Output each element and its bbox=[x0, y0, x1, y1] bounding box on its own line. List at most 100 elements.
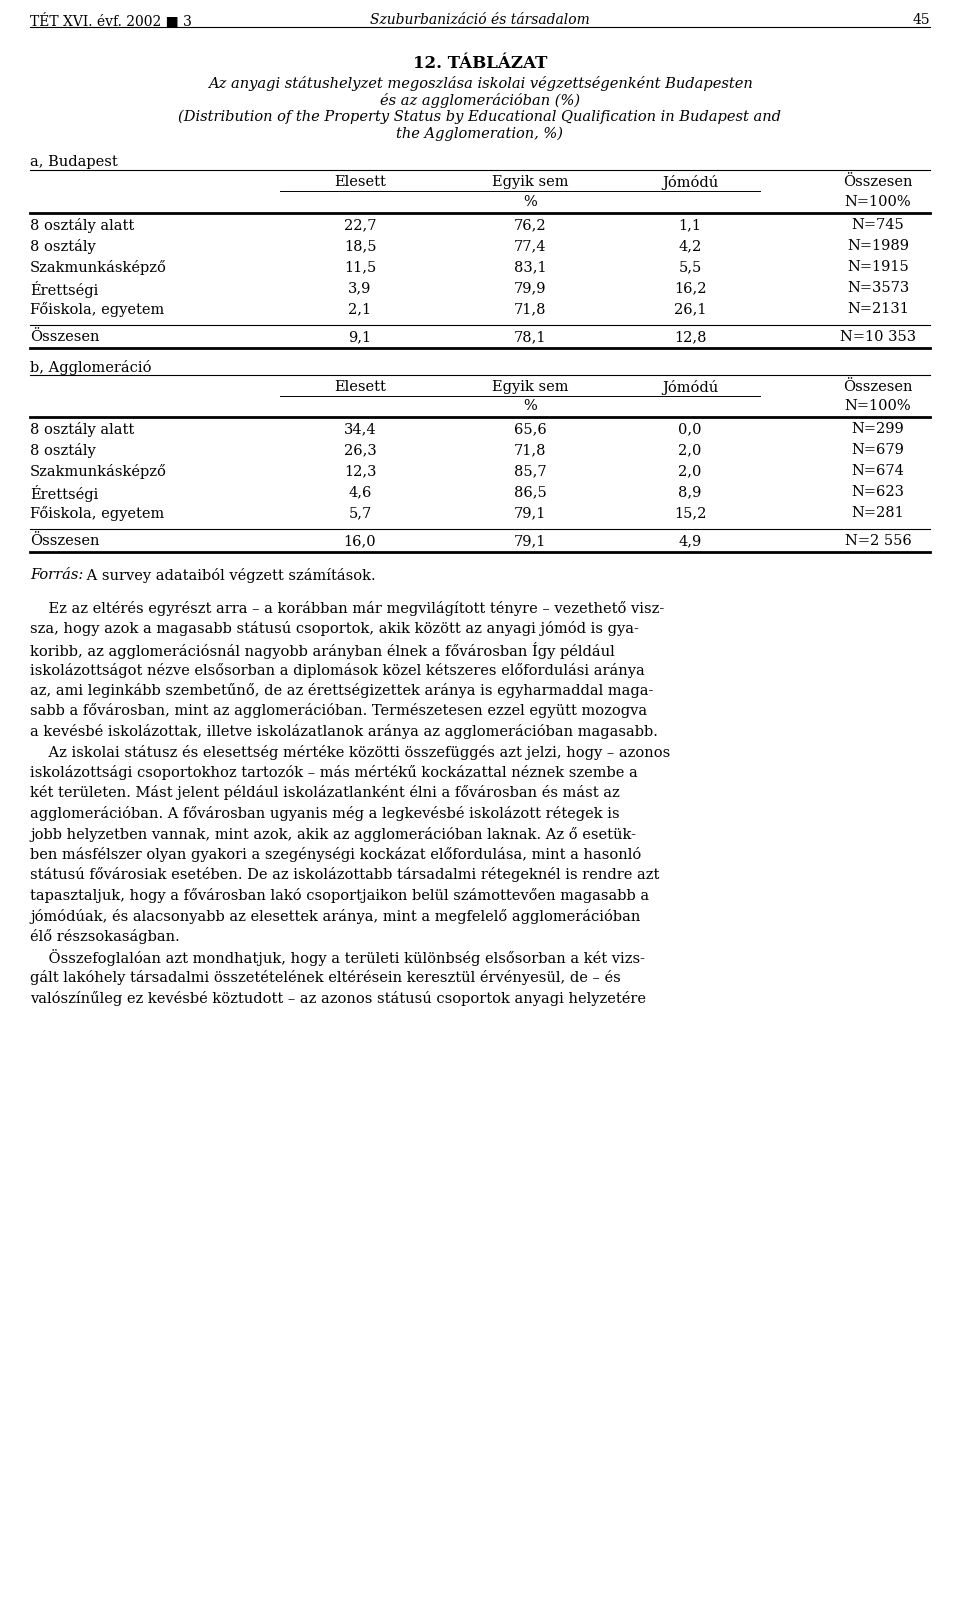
Text: 9,1: 9,1 bbox=[348, 329, 372, 344]
Text: N=623: N=623 bbox=[852, 485, 904, 500]
Text: N=745: N=745 bbox=[852, 219, 904, 231]
Text: 71,8: 71,8 bbox=[514, 302, 546, 317]
Text: 79,9: 79,9 bbox=[514, 281, 546, 296]
Text: 86,5: 86,5 bbox=[514, 485, 546, 500]
Text: ben másfélszer olyan gyakori a szegénységi kockázat előfordulása, mint a hasonló: ben másfélszer olyan gyakori a szegénysé… bbox=[30, 847, 641, 861]
Text: az, ami leginkább szembetűnő, de az érettségizettek aránya is egyharmaddal maga-: az, ami leginkább szembetűnő, de az éret… bbox=[30, 683, 654, 697]
Text: iskolázottsági csoportokhoz tartozók – más mértékű kockázattal néznek szembe a: iskolázottsági csoportokhoz tartozók – m… bbox=[30, 765, 637, 779]
Text: 45: 45 bbox=[912, 13, 930, 27]
Text: 5,5: 5,5 bbox=[679, 260, 702, 275]
Text: 76,2: 76,2 bbox=[514, 219, 546, 231]
Text: N=2131: N=2131 bbox=[847, 302, 909, 317]
Text: N=100%: N=100% bbox=[845, 399, 911, 413]
Text: 34,4: 34,4 bbox=[344, 423, 376, 435]
Text: 85,7: 85,7 bbox=[514, 464, 546, 477]
Text: N=1915: N=1915 bbox=[847, 260, 909, 275]
Text: 2,0: 2,0 bbox=[679, 464, 702, 477]
Text: sza, hogy azok a magasabb státusú csoportok, akik között az anyagi jómód is gya-: sza, hogy azok a magasabb státusú csopor… bbox=[30, 622, 638, 636]
Text: és az agglomerációban (%): és az agglomerációban (%) bbox=[380, 93, 580, 108]
Text: N=281: N=281 bbox=[852, 506, 904, 521]
Text: N=679: N=679 bbox=[852, 444, 904, 456]
Text: Jómódú: Jómódú bbox=[661, 379, 718, 395]
Text: 79,1: 79,1 bbox=[514, 534, 546, 548]
Text: 77,4: 77,4 bbox=[514, 239, 546, 252]
Text: 5,7: 5,7 bbox=[348, 506, 372, 521]
Text: 4,6: 4,6 bbox=[348, 485, 372, 500]
Text: 16,2: 16,2 bbox=[674, 281, 707, 296]
Text: %: % bbox=[523, 194, 537, 209]
Text: Szakmunkásképző: Szakmunkásképző bbox=[30, 464, 167, 479]
Text: agglomerációban. A fővárosban ugyanis még a legkevésbé iskolázott rétegek is: agglomerációban. A fővárosban ugyanis mé… bbox=[30, 807, 619, 821]
Text: 15,2: 15,2 bbox=[674, 506, 707, 521]
Text: 83,1: 83,1 bbox=[514, 260, 546, 275]
Text: 12,8: 12,8 bbox=[674, 329, 707, 344]
Text: 18,5: 18,5 bbox=[344, 239, 376, 252]
Text: státusú fővárosiak esetében. De az iskolázottabb társadalmi rétegeknél is rendre: státusú fővárosiak esetében. De az iskol… bbox=[30, 868, 660, 882]
Text: a kevésbé iskolázottak, illetve iskolázatlanok aránya az agglomerációban magasab: a kevésbé iskolázottak, illetve iskoláza… bbox=[30, 725, 658, 739]
Text: Érettségi: Érettségi bbox=[30, 281, 98, 297]
Text: 8 osztály alatt: 8 osztály alatt bbox=[30, 423, 134, 437]
Text: 4,9: 4,9 bbox=[679, 534, 702, 548]
Text: jómódúak, és alacsonyabb az elesettek aránya, mint a megfelelő agglomerációban: jómódúak, és alacsonyabb az elesettek ar… bbox=[30, 908, 640, 924]
Text: valószínűleg ez kevésbé köztudott – az azonos státusú csoportok anyagi helyzetér: valószínűleg ez kevésbé köztudott – az a… bbox=[30, 990, 646, 1006]
Text: 3,9: 3,9 bbox=[348, 281, 372, 296]
Text: 8 osztály alatt: 8 osztály alatt bbox=[30, 219, 134, 233]
Text: koribb, az agglomerációsnál nagyobb arányban élnek a fővárosban Így például: koribb, az agglomerációsnál nagyobb arán… bbox=[30, 643, 614, 659]
Text: N=299: N=299 bbox=[852, 423, 904, 435]
Text: 0,0: 0,0 bbox=[679, 423, 702, 435]
Text: Összesen: Összesen bbox=[30, 534, 100, 548]
Text: sabb a fővárosban, mint az agglomerációban. Természetesen ezzel együtt mozogva: sabb a fővárosban, mint az agglomerációb… bbox=[30, 704, 647, 718]
Text: Jómódú: Jómódú bbox=[661, 175, 718, 190]
Text: %: % bbox=[523, 399, 537, 413]
Text: Szuburbanizáció és társadalom: Szuburbanizáció és társadalom bbox=[371, 13, 589, 27]
Text: a, Budapest: a, Budapest bbox=[30, 154, 118, 169]
Text: élő részsokaságban.: élő részsokaságban. bbox=[30, 929, 180, 943]
Text: the Agglomeration, %): the Agglomeration, %) bbox=[396, 127, 564, 141]
Text: 79,1: 79,1 bbox=[514, 506, 546, 521]
Text: Elesett: Elesett bbox=[334, 175, 386, 190]
Text: 8 osztály: 8 osztály bbox=[30, 444, 96, 458]
Text: 8,9: 8,9 bbox=[679, 485, 702, 500]
Text: 71,8: 71,8 bbox=[514, 444, 546, 456]
Text: 16,0: 16,0 bbox=[344, 534, 376, 548]
Text: Egyik sem: Egyik sem bbox=[492, 175, 568, 190]
Text: N=10 353: N=10 353 bbox=[840, 329, 916, 344]
Text: gált lakóhely társadalmi összetételének eltérésein keresztül érvényesül, de – és: gált lakóhely társadalmi összetételének … bbox=[30, 971, 621, 985]
Text: 4,2: 4,2 bbox=[679, 239, 702, 252]
Text: iskolázottságot nézve elsősorban a diplomások közel kétszeres előfordulási arány: iskolázottságot nézve elsősorban a diplo… bbox=[30, 662, 645, 678]
Text: Főiskola, egyetem: Főiskola, egyetem bbox=[30, 302, 164, 317]
Text: 8 osztály: 8 osztály bbox=[30, 239, 96, 254]
Text: 11,5: 11,5 bbox=[344, 260, 376, 275]
Text: Összesen: Összesen bbox=[843, 175, 913, 190]
Text: (Distribution of the Property Status by Educational Qualification in Budapest an: (Distribution of the Property Status by … bbox=[179, 109, 781, 124]
Text: Az iskolai státusz és elesettség mértéke közötti összefüggés azt jelzi, hogy – a: Az iskolai státusz és elesettség mértéke… bbox=[30, 744, 670, 760]
Text: 65,6: 65,6 bbox=[514, 423, 546, 435]
Text: b, Agglomeráció: b, Agglomeráció bbox=[30, 360, 152, 374]
Text: N=674: N=674 bbox=[852, 464, 904, 477]
Text: Az anyagi státushelyzet megoszlása iskolai végzettségenként Budapesten: Az anyagi státushelyzet megoszlása iskol… bbox=[207, 76, 753, 92]
Text: N=3573: N=3573 bbox=[847, 281, 909, 296]
Text: Egyik sem: Egyik sem bbox=[492, 379, 568, 394]
Text: TÉT XVI. évf. 2002 ■ 3: TÉT XVI. évf. 2002 ■ 3 bbox=[30, 13, 192, 29]
Text: Összefoglalóan azt mondhatjuk, hogy a területi különbség elsősorban a két vizs-: Összefoglalóan azt mondhatjuk, hogy a te… bbox=[30, 950, 645, 966]
Text: N=2 556: N=2 556 bbox=[845, 534, 911, 548]
Text: Elesett: Elesett bbox=[334, 379, 386, 394]
Text: Ez az eltérés egyrészt arra – a korábban már megvilágított tényre – vezethető vi: Ez az eltérés egyrészt arra – a korábban… bbox=[30, 601, 664, 615]
Text: Forrás:: Forrás: bbox=[30, 567, 84, 582]
Text: tapasztaljuk, hogy a fővárosban lakó csoportjaikon belül számottevően magasabb a: tapasztaljuk, hogy a fővárosban lakó cso… bbox=[30, 889, 649, 903]
Text: 2,1: 2,1 bbox=[348, 302, 372, 317]
Text: Érettségi: Érettségi bbox=[30, 485, 98, 501]
Text: 22,7: 22,7 bbox=[344, 219, 376, 231]
Text: 26,1: 26,1 bbox=[674, 302, 707, 317]
Text: N=100%: N=100% bbox=[845, 194, 911, 209]
Text: jobb helyzetben vannak, mint azok, akik az agglomerációban laknak. Az ő esetük-: jobb helyzetben vannak, mint azok, akik … bbox=[30, 826, 636, 842]
Text: két területen. Mást jelent például iskolázatlanként élni a fővárosban és mást az: két területen. Mást jelent például iskol… bbox=[30, 786, 620, 800]
Text: 1,1: 1,1 bbox=[679, 219, 702, 231]
Text: 12,3: 12,3 bbox=[344, 464, 376, 477]
Text: A survey adataiból végzett számítások.: A survey adataiból végzett számítások. bbox=[82, 567, 375, 583]
Text: N=1989: N=1989 bbox=[847, 239, 909, 252]
Text: 2,0: 2,0 bbox=[679, 444, 702, 456]
Text: Főiskola, egyetem: Főiskola, egyetem bbox=[30, 506, 164, 521]
Text: Összesen: Összesen bbox=[30, 329, 100, 344]
Text: 12. TÁBLÁZAT: 12. TÁBLÁZAT bbox=[413, 55, 547, 72]
